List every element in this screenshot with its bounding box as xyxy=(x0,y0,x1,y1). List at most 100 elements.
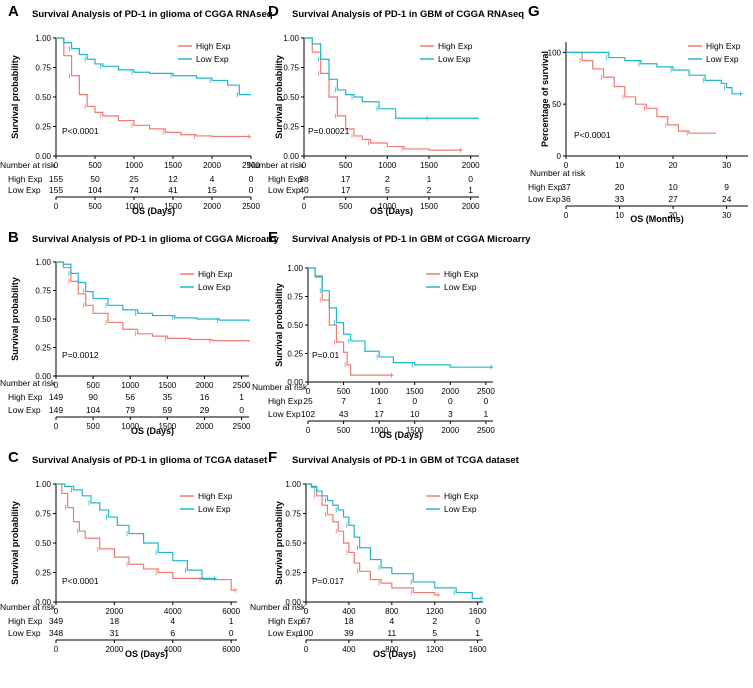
x-tick-label: 1500 xyxy=(420,161,438,170)
risk-tick-label: 1500 xyxy=(420,202,438,211)
y-tick-label: 0.50 xyxy=(283,93,299,102)
y-tick-label: 0.75 xyxy=(283,64,299,73)
p-value: P=0.017 xyxy=(312,576,344,586)
y-tick-label: 0.75 xyxy=(35,287,51,296)
risk-value: 1 xyxy=(229,616,234,626)
risk-value: 1 xyxy=(468,185,473,195)
risk-value: 50 xyxy=(90,174,100,184)
risk-table-title: Number at risk xyxy=(530,168,586,178)
survival-curve-low xyxy=(56,261,250,322)
risk-value: 1 xyxy=(239,392,244,402)
risk-value: 104 xyxy=(86,405,100,415)
risk-value: 33 xyxy=(615,194,625,204)
panel-letter: A xyxy=(8,3,19,20)
risk-tick-label: 0 xyxy=(54,645,59,654)
x-tick-label: 2000 xyxy=(105,607,123,616)
panel-letter: D xyxy=(268,3,279,20)
chart-title: Survival Analysis of PD-1 in GBM of TCGA… xyxy=(292,455,520,466)
risk-value: 102 xyxy=(301,409,315,419)
risk-tick-label: 2000 xyxy=(196,422,214,431)
risk-tick-label: 1200 xyxy=(426,645,444,654)
risk-tick-label: 0 xyxy=(304,645,309,654)
risk-tick-label: 10 xyxy=(615,211,624,220)
risk-row-label: Low Exp xyxy=(268,409,301,419)
risk-value: 0 xyxy=(484,396,489,406)
risk-row-label: High Exp xyxy=(528,182,563,192)
risk-row-label: High Exp xyxy=(8,174,43,184)
risk-value: 36 xyxy=(561,194,571,204)
risk-value: 2 xyxy=(427,185,432,195)
y-tick-label: 0.25 xyxy=(35,344,51,353)
x-tick-label: 1600 xyxy=(469,607,487,616)
risk-tick-label: 400 xyxy=(342,645,356,654)
p-value: P=0.00021 xyxy=(308,126,350,136)
y-axis-label: Survival probability xyxy=(274,501,284,585)
x-tick-label: 1500 xyxy=(164,161,182,170)
x-tick-label: 4000 xyxy=(164,607,182,616)
y-tick-label: 0.25 xyxy=(283,123,299,132)
risk-value: 25 xyxy=(129,174,139,184)
x-tick-label: 20 xyxy=(669,161,678,170)
y-tick-label: 0.25 xyxy=(35,569,51,578)
risk-tick-label: 0 xyxy=(54,422,59,431)
risk-value: 0 xyxy=(448,396,453,406)
risk-value: 25 xyxy=(303,396,313,406)
risk-tick-label: 1000 xyxy=(370,426,388,435)
y-tick-label: 50 xyxy=(552,100,561,109)
risk-value: 1 xyxy=(484,409,489,419)
risk-tick-label: 2500 xyxy=(242,202,260,211)
risk-value: 17 xyxy=(374,409,384,419)
x-tick-label: 2500 xyxy=(477,387,495,396)
risk-value: 4 xyxy=(210,174,215,184)
risk-value: 10 xyxy=(668,182,678,192)
x-axis-label: OS (Days) xyxy=(370,206,413,216)
x-axis-label: OS (Months) xyxy=(630,214,684,224)
risk-value: 0 xyxy=(475,616,480,626)
risk-tick-label: 20 xyxy=(669,211,678,220)
x-axis-label: OS (Days) xyxy=(373,649,416,659)
x-tick-label: 0 xyxy=(54,381,59,390)
risk-tick-label: 500 xyxy=(339,202,353,211)
x-tick-label: 1500 xyxy=(158,381,176,390)
risk-value: 149 xyxy=(49,392,63,402)
risk-value: 16 xyxy=(200,392,210,402)
risk-tick-label: 2500 xyxy=(477,426,495,435)
legend-label: High Exp xyxy=(706,41,741,51)
x-tick-label: 10 xyxy=(615,161,624,170)
legend-label: Low Exp xyxy=(196,54,229,64)
risk-tick-label: 1000 xyxy=(121,422,139,431)
risk-tick-label: 6000 xyxy=(222,645,240,654)
panel-e: E Survival Analysis of PD-1 in GBM of CGG… xyxy=(252,229,531,440)
y-tick-label: 1.00 xyxy=(285,480,301,489)
risk-value: 90 xyxy=(88,392,98,402)
risk-tick-label: 2000 xyxy=(203,202,221,211)
p-value: P=0.0012 xyxy=(62,350,99,360)
panel-letter: E xyxy=(268,229,278,246)
risk-value: 155 xyxy=(49,174,63,184)
p-value: P<0.0001 xyxy=(574,130,611,140)
risk-tick-label: 2000 xyxy=(462,202,480,211)
y-axis-label: Percentage of survival xyxy=(540,51,550,147)
risk-value: 0 xyxy=(229,628,234,638)
risk-value: 0 xyxy=(249,185,254,195)
risk-tick-label: 0 xyxy=(306,426,311,435)
risk-value: 40 xyxy=(299,185,309,195)
y-tick-label: 0.50 xyxy=(35,315,51,324)
risk-tick-label: 500 xyxy=(88,202,102,211)
risk-value: 98 xyxy=(299,174,309,184)
x-tick-label: 2500 xyxy=(242,161,260,170)
risk-row-label: Low Exp xyxy=(528,194,561,204)
panel-d: D Survival Analysis of PD-1 in GBM of CGG… xyxy=(248,3,524,216)
y-tick-label: 0.50 xyxy=(35,539,51,548)
risk-tick-label: 2000 xyxy=(105,645,123,654)
risk-value: 2 xyxy=(432,616,437,626)
chart-title: Survival Analysis of PD-1 in GBM of CGGA… xyxy=(292,9,524,20)
risk-value: 100 xyxy=(299,628,313,638)
x-tick-label: 800 xyxy=(385,607,399,616)
survival-curve-high xyxy=(306,483,441,596)
risk-value: 43 xyxy=(339,409,349,419)
y-axis-label: Survival probability xyxy=(274,55,284,139)
risk-value: 35 xyxy=(163,392,173,402)
survival-curve-high xyxy=(56,261,250,342)
y-tick-label: 0.00 xyxy=(35,372,51,381)
